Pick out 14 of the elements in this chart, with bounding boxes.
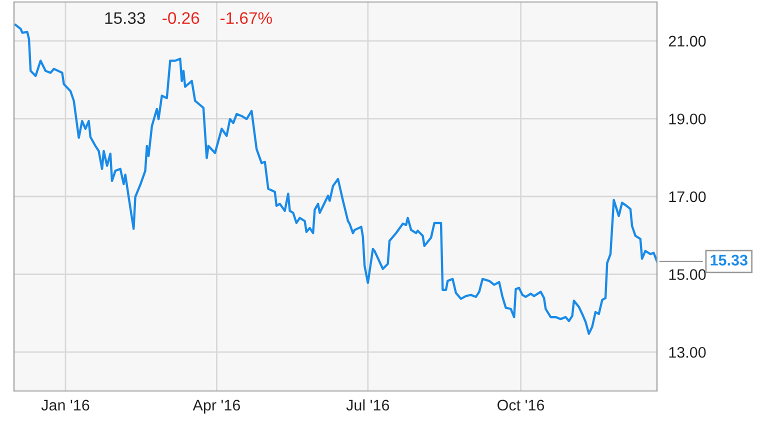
y-tick-label: 15.00: [669, 269, 706, 280]
annotation: 15.33: [710, 254, 748, 266]
y-tick-label: 21.00: [668, 36, 706, 47]
y-tick-label: 13.00: [669, 346, 706, 358]
annotation: -1.67%: [220, 12, 272, 24]
annotation: 15.33: [105, 12, 145, 24]
y-tick-label: 19.00: [669, 114, 706, 124]
x-tick-label: Oct '16: [498, 400, 544, 411]
y-tick-label: 17.00: [669, 191, 706, 202]
line-series: [14, 24, 657, 335]
x-tick-label: Jan '16: [41, 400, 90, 411]
x-tick-label: Jul '16: [346, 399, 390, 411]
x-tick-label: Apr '16: [192, 400, 240, 414]
annotation: -0.26: [162, 12, 200, 24]
